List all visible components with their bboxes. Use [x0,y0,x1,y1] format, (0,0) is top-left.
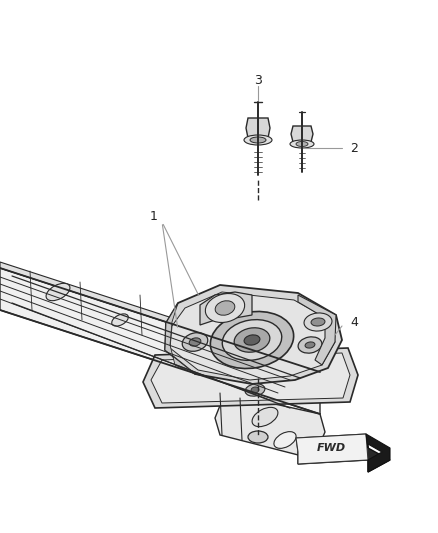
Ellipse shape [222,320,282,360]
Ellipse shape [159,369,191,391]
Ellipse shape [296,141,308,147]
Polygon shape [165,303,195,374]
Polygon shape [298,295,336,365]
Ellipse shape [304,313,332,331]
Polygon shape [0,268,320,414]
Polygon shape [296,434,368,452]
Ellipse shape [46,284,70,301]
Ellipse shape [274,432,296,448]
Ellipse shape [112,314,128,326]
Polygon shape [246,118,270,138]
Polygon shape [165,285,342,384]
Ellipse shape [252,407,278,426]
Ellipse shape [210,311,293,368]
Ellipse shape [182,333,208,351]
Text: 4: 4 [350,316,358,328]
Ellipse shape [244,135,272,145]
Ellipse shape [311,318,325,326]
Ellipse shape [189,338,201,346]
Ellipse shape [250,137,266,143]
Polygon shape [0,262,320,372]
Ellipse shape [251,387,259,393]
Polygon shape [366,434,390,472]
Ellipse shape [305,342,315,348]
Polygon shape [296,434,368,464]
Ellipse shape [245,384,265,396]
Polygon shape [200,292,252,325]
Text: 2: 2 [350,141,358,155]
Ellipse shape [290,140,314,148]
Polygon shape [291,126,313,142]
Ellipse shape [298,337,322,353]
Text: FWD: FWD [316,443,346,453]
Polygon shape [151,353,350,403]
Text: 3: 3 [254,74,262,86]
Ellipse shape [215,301,235,315]
Polygon shape [215,393,325,458]
Polygon shape [143,348,358,408]
Polygon shape [298,448,390,472]
Polygon shape [170,292,335,380]
Text: 1: 1 [150,209,158,222]
Ellipse shape [244,335,260,345]
Ellipse shape [205,294,245,322]
Ellipse shape [248,431,268,443]
Ellipse shape [234,328,270,352]
